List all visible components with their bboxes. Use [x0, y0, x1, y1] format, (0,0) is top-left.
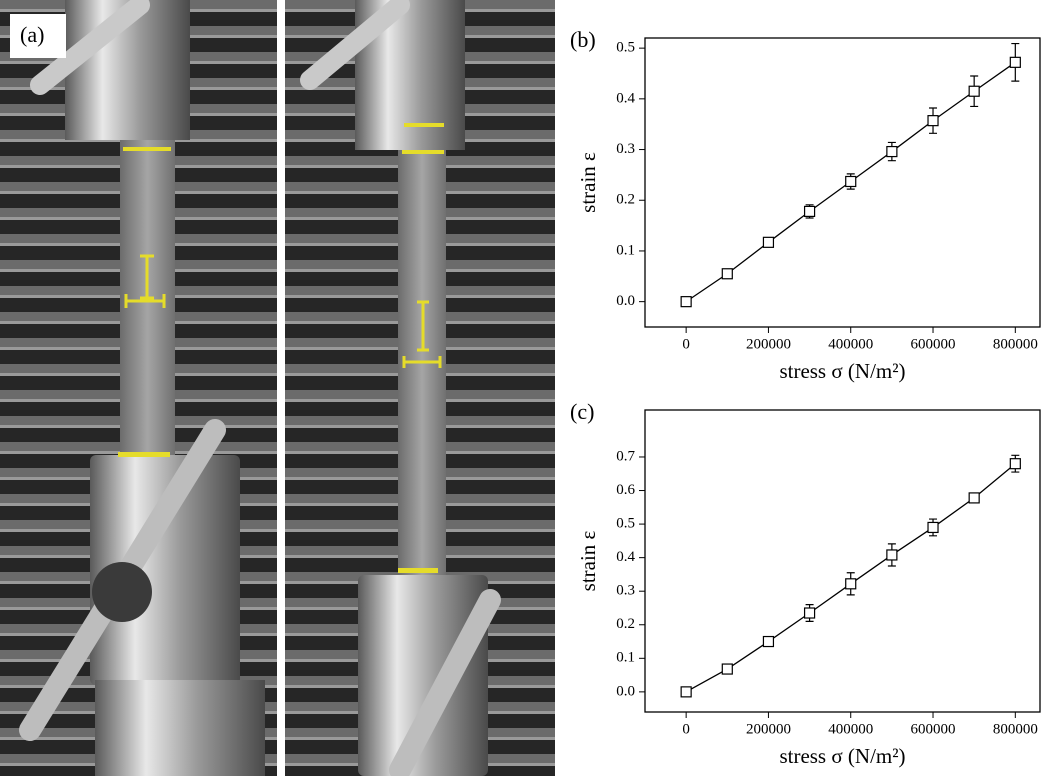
marker — [927, 115, 939, 127]
y-tick-label: 0.5 — [616, 40, 635, 56]
marker — [886, 549, 898, 561]
x-tick-label: 400000 — [828, 721, 873, 737]
marker — [968, 85, 980, 97]
marker — [721, 268, 733, 280]
x-tick-label: 0 — [682, 336, 690, 352]
panel-label: (a) — [20, 22, 44, 47]
marker — [845, 578, 857, 590]
y-tick-label: 0.3 — [616, 141, 635, 157]
marker — [762, 236, 775, 248]
marker — [845, 175, 857, 188]
panel-label: (c) — [570, 399, 594, 424]
photo-right — [285, 0, 555, 776]
y-tick-label: 0.5 — [616, 516, 635, 532]
x-tick-label: 800000 — [993, 721, 1038, 737]
marker — [803, 607, 816, 619]
plot-frame — [644, 409, 1041, 713]
marker — [886, 145, 898, 158]
y-tick-label: 0.2 — [616, 192, 635, 208]
panel-label: (b) — [570, 27, 596, 52]
marker — [721, 663, 733, 675]
plot-frame — [644, 37, 1041, 328]
y-tick-label: 0.6 — [616, 482, 635, 498]
x-tick-label: 200000 — [746, 336, 791, 352]
y-tick-label: 0.1 — [616, 650, 635, 666]
x-tick-label: 600000 — [911, 336, 956, 352]
y-axis-label: strain ε — [576, 152, 600, 213]
y-tick-label: 0.2 — [616, 616, 635, 632]
marker — [803, 205, 816, 217]
marker — [680, 296, 692, 308]
marker — [1009, 458, 1021, 470]
y-tick-label: 0.7 — [616, 448, 635, 464]
x-axis-label: stress σ (N/m²) — [779, 744, 905, 768]
y-tick-label: 0.4 — [616, 90, 635, 106]
marker — [968, 492, 980, 504]
x-tick-label: 600000 — [911, 721, 956, 737]
y-tick-label: 0.1 — [616, 242, 635, 258]
x-axis-label: stress σ (N/m²) — [779, 359, 905, 383]
y-tick-label: 0.0 — [616, 683, 635, 699]
y-tick-label: 0.3 — [616, 583, 635, 599]
marker — [762, 635, 775, 648]
x-tick-label: 800000 — [993, 336, 1038, 352]
label-box — [10, 14, 66, 58]
photo-left — [0, 0, 277, 776]
x-tick-label: 200000 — [746, 721, 791, 737]
y-tick-label: 0.4 — [616, 549, 635, 565]
x-tick-label: 400000 — [828, 336, 873, 352]
y-axis-label: strain ε — [576, 530, 600, 591]
y-tick-label: 0.0 — [616, 293, 635, 309]
marker — [680, 686, 692, 698]
x-tick-label: 0 — [682, 721, 690, 737]
marker — [927, 521, 939, 534]
marker — [1009, 56, 1021, 68]
